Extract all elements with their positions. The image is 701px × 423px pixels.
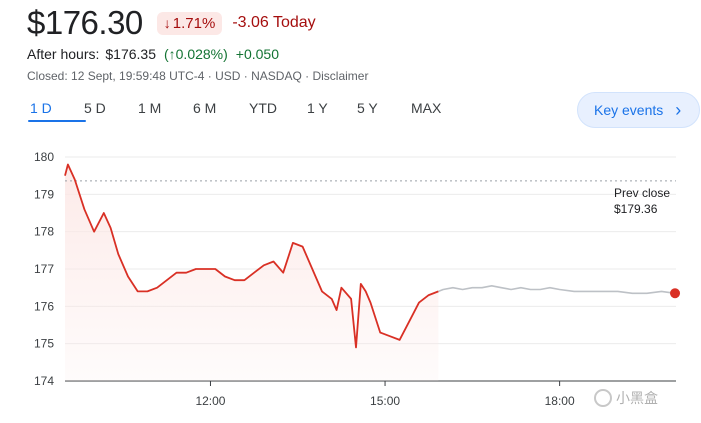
y-tick-label: 174 [34, 374, 54, 388]
quote-header: $176.30 ↓ 1.71% -3.06 Today [27, 4, 316, 42]
y-tick-label: 178 [34, 225, 54, 239]
range-tabs: 1 D 5 D 1 M 6 M YTD 1 Y 5 Y MAX [28, 100, 442, 122]
tab-5d[interactable]: 5 D [84, 100, 106, 116]
y-tick-label: 177 [34, 262, 54, 276]
prev-close-label: Prev close [614, 186, 671, 200]
y-tick-label: 179 [34, 187, 54, 201]
price-area-fill [65, 164, 439, 381]
tab-6m[interactable]: 6 M [193, 100, 217, 116]
change-percent-badge: ↓ 1.71% [156, 11, 223, 35]
current-price: $176.30 [27, 4, 143, 41]
watermark: 小黑盒 [594, 388, 658, 408]
tab-1y[interactable]: 1 Y [307, 100, 328, 116]
regular-session-line [64, 163, 439, 349]
key-events-button[interactable]: Key events › [577, 92, 700, 128]
down-arrow-icon: ↓ [163, 15, 171, 31]
market-status-line: Closed: 12 Sept, 19:59:48 UTC-4 · USD · … [27, 69, 369, 83]
after-hours-percent: (↑0.028%) [163, 46, 228, 62]
y-tick-label: 180 [34, 150, 54, 164]
x-tick-label: 12:00 [195, 394, 225, 408]
tab-1d[interactable]: 1 D [28, 100, 86, 122]
tab-1m[interactable]: 1 M [138, 100, 162, 116]
current-price-dot [670, 288, 681, 299]
after-hours-label: After hours: [27, 46, 100, 62]
watermark-logo-icon [594, 389, 612, 407]
key-events-label: Key events [594, 102, 664, 118]
after-hours-price: $176.35 [105, 46, 156, 62]
x-tick-label: 15:00 [370, 394, 400, 408]
after-hours-row: After hours: $176.35 (↑0.028%) +0.050 [27, 46, 279, 62]
chevron-right-icon: › [675, 100, 682, 120]
prev-close-annotation: Prev close $179.36 [614, 185, 670, 217]
change-percent: 1.71% [172, 14, 216, 32]
tab-max[interactable]: MAX [411, 100, 442, 116]
y-tick-label: 175 [34, 337, 54, 351]
after-hours-line [438, 285, 676, 295]
after-hours-change: +0.050 [235, 46, 280, 62]
y-tick-label: 176 [34, 299, 54, 313]
prev-close-value: $179.36 [614, 202, 658, 216]
change-today: -3.06 Today [232, 14, 316, 31]
tab-ytd[interactable]: YTD [249, 100, 277, 116]
x-tick-label: 18:00 [545, 394, 575, 408]
watermark-text: 小黑盒 [616, 390, 658, 406]
tab-5y[interactable]: 5 Y [357, 100, 378, 116]
